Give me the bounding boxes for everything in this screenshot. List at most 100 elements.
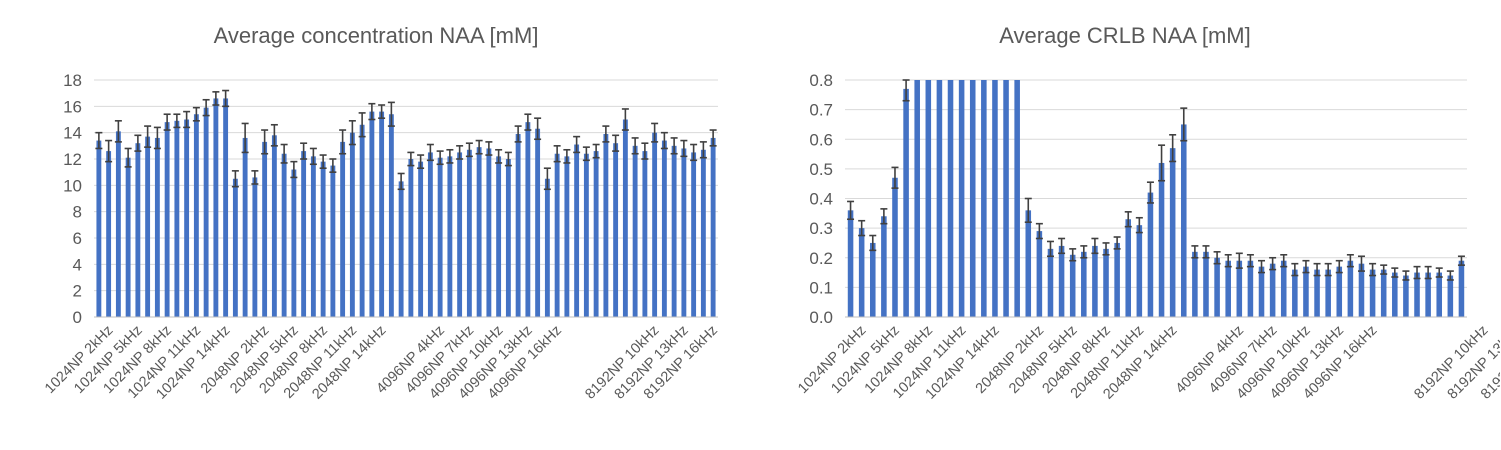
bar	[613, 143, 619, 317]
bar	[184, 119, 190, 317]
y-axis: 0.0 0.1 0.2 0.3 0.4 0.5 0.6 0.7 0.8	[809, 71, 833, 327]
bar	[496, 156, 502, 317]
error-bar	[309, 147, 317, 166]
error-bar	[1069, 248, 1077, 262]
bar	[359, 124, 365, 318]
bar	[700, 149, 706, 317]
bar	[691, 152, 697, 317]
y-tick-label: 0.3	[809, 219, 833, 238]
bar	[1325, 269, 1331, 317]
error-bar	[858, 219, 866, 237]
bar	[1414, 272, 1420, 317]
error-bar	[1246, 253, 1254, 268]
error-bar	[1180, 107, 1188, 142]
y-tick-label: 0.4	[809, 190, 833, 209]
bar	[281, 153, 287, 317]
y-tick-label: 0.0	[809, 308, 833, 327]
error-bar	[1335, 259, 1343, 274]
bar	[1314, 269, 1320, 317]
error-bar	[543, 167, 551, 191]
error-bar	[1113, 236, 1121, 250]
bar	[388, 114, 394, 317]
error-bars	[95, 89, 717, 191]
bar	[992, 80, 998, 317]
crlb-chart: Average CRLB NAA [mM] 0.0 0.1 0.2 0.3 0.4 0.5…	[795, 23, 1500, 403]
bar	[476, 147, 482, 317]
bar	[242, 137, 248, 317]
bar	[947, 80, 954, 317]
error-bar	[290, 160, 298, 179]
y-tick-label: 8	[73, 203, 82, 222]
error-bar	[358, 112, 366, 138]
error-bar	[339, 129, 347, 155]
bar	[1036, 231, 1043, 317]
error-bar	[124, 147, 132, 168]
error-bar	[869, 234, 877, 252]
bar	[554, 153, 560, 317]
error-bar	[173, 113, 181, 129]
bar	[154, 137, 160, 317]
error-bar	[407, 151, 415, 167]
bar	[505, 159, 511, 317]
bar	[1014, 80, 1020, 317]
bar	[914, 80, 920, 317]
y-tick-label: 4	[73, 255, 82, 274]
error-bar	[348, 120, 356, 146]
y-axis: 0 2 4 6 8 10 12 14 16 18	[63, 71, 82, 327]
error-bar	[1213, 251, 1221, 265]
y-tick-label: 12	[63, 150, 82, 169]
error-bar	[387, 101, 395, 127]
bar	[320, 161, 326, 317]
error-bar	[1202, 245, 1210, 259]
bar	[1225, 260, 1231, 317]
error-bar	[465, 142, 473, 158]
error-bar	[1313, 262, 1321, 277]
error-bars	[847, 79, 1465, 281]
error-bar	[153, 126, 161, 150]
error-bar	[1024, 197, 1032, 223]
error-bar	[553, 145, 561, 163]
error-bar	[1357, 255, 1365, 272]
error-bar	[485, 141, 493, 156]
error-bar	[1080, 245, 1088, 259]
bar	[418, 161, 424, 317]
bar	[1069, 254, 1076, 317]
error-bar	[95, 131, 103, 150]
bar	[408, 159, 414, 317]
concentration-chart: Average concentration NAA [mM] 0 2 4 6 8 10 12…	[42, 23, 721, 403]
error-bar	[1380, 264, 1388, 275]
error-bar	[621, 108, 629, 131]
bar	[330, 165, 336, 317]
bar	[1169, 148, 1176, 317]
y-tick-label: 16	[63, 97, 82, 116]
error-bar	[426, 143, 434, 162]
bar	[1436, 272, 1443, 317]
error-bar	[1369, 262, 1377, 277]
bar	[515, 133, 521, 317]
error-bar	[534, 117, 542, 141]
error-bar	[114, 120, 122, 143]
bar	[925, 80, 932, 317]
bar	[1236, 260, 1243, 317]
error-bar	[902, 79, 910, 102]
bar	[223, 98, 229, 317]
y-tick-label: 10	[63, 176, 82, 195]
error-bar	[880, 208, 888, 225]
error-bar	[222, 89, 230, 108]
bar	[1358, 263, 1365, 317]
bar	[1103, 248, 1109, 317]
error-bar	[231, 170, 239, 188]
error-bar	[670, 137, 678, 155]
bar	[671, 145, 677, 317]
error-bar	[1424, 265, 1432, 280]
error-bar	[651, 122, 659, 143]
error-bar	[504, 151, 512, 167]
error-bar	[105, 139, 113, 163]
error-bar	[163, 113, 171, 131]
bar	[1147, 192, 1154, 317]
error-bar	[1291, 262, 1299, 277]
y-tick-label: 0.7	[809, 101, 833, 120]
error-bar	[1402, 270, 1410, 281]
error-bar	[329, 158, 337, 173]
